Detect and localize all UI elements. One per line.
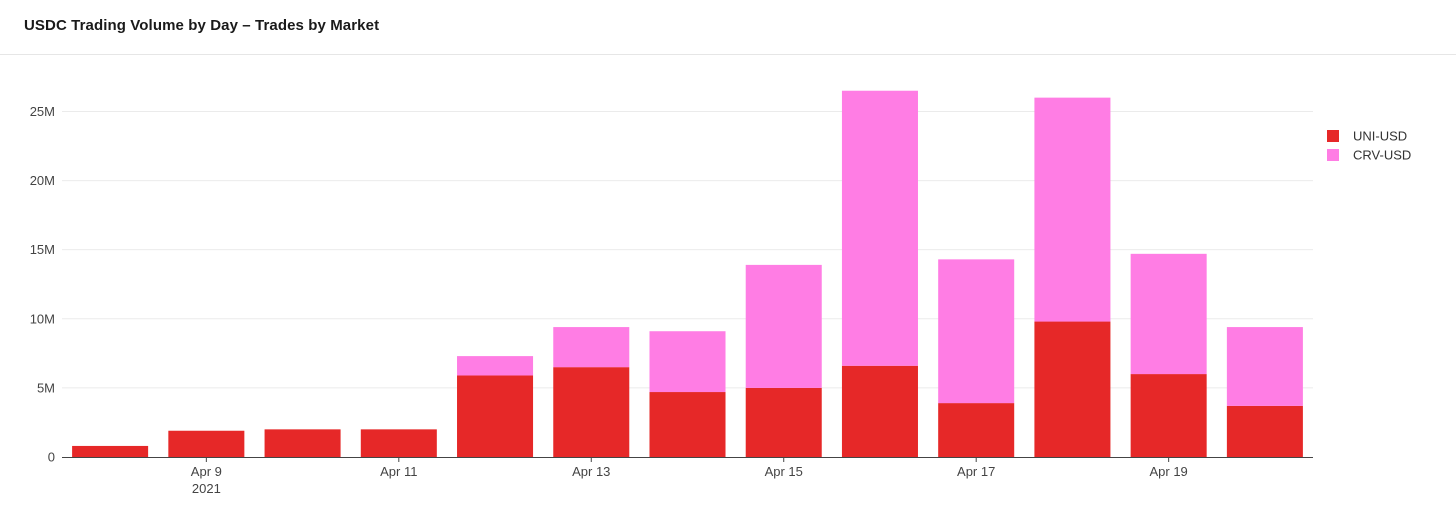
x-tick-sublabel: 2021 (192, 481, 221, 496)
bar-crv-usd[interactable] (1226, 327, 1303, 406)
chart-header: USDC Trading Volume by Day – Trades by M… (0, 0, 1456, 55)
legend-label-uni-usd[interactable]: UNI-USD (1353, 129, 1407, 144)
bar-uni-usd[interactable] (168, 430, 245, 457)
chart-title: USDC Trading Volume by Day – Trades by M… (24, 17, 380, 34)
bar-uni-usd[interactable] (1130, 374, 1207, 457)
bar-uni-usd[interactable] (745, 387, 822, 457)
bar-uni-usd[interactable] (841, 365, 918, 457)
x-tick-label: Apr 13 (572, 464, 610, 479)
legend-label-crv-usd[interactable]: CRV-USD (1353, 148, 1411, 163)
bar-crv-usd[interactable] (1034, 97, 1111, 322)
x-tick-label: Apr 15 (765, 464, 803, 479)
legend-swatch-uni-usd[interactable] (1327, 130, 1339, 142)
y-tick-label: 0 (48, 450, 55, 465)
bar-uni-usd[interactable] (1034, 321, 1111, 457)
bar-crv-usd[interactable] (553, 327, 630, 368)
y-tick-label: 5M (37, 380, 55, 395)
x-tick-label: Apr 11 (380, 464, 417, 479)
bar-crv-usd[interactable] (841, 90, 918, 366)
bar-crv-usd[interactable] (745, 264, 822, 388)
x-tick-label: Apr 9 (191, 464, 222, 479)
bar-crv-usd[interactable] (457, 356, 534, 376)
bars (72, 90, 1303, 457)
x-tick-label: Apr 17 (957, 464, 995, 479)
bar-uni-usd[interactable] (938, 403, 1015, 457)
bar-uni-usd[interactable] (72, 445, 149, 457)
axes: 0 5M 10M 15M 20M 25M Apr 9 2021 Apr 11 Apr 13 Apr … (30, 104, 1313, 496)
bar-uni-usd[interactable] (553, 367, 630, 457)
bar-uni-usd[interactable] (1226, 405, 1303, 457)
y-tick-label: 15M (30, 242, 55, 257)
bar-uni-usd[interactable] (360, 429, 437, 457)
y-tick-label: 10M (30, 311, 55, 326)
legend-swatch-crv-usd[interactable] (1327, 149, 1339, 161)
bar-crv-usd[interactable] (938, 259, 1015, 404)
bar-crv-usd[interactable] (649, 331, 726, 393)
bar-uni-usd[interactable] (264, 429, 341, 457)
y-tick-label: 25M (30, 104, 55, 119)
y-tick-label: 20M (30, 173, 55, 188)
bar-uni-usd[interactable] (649, 392, 726, 457)
bar-uni-usd[interactable] (457, 375, 534, 457)
bar-crv-usd[interactable] (1130, 253, 1207, 375)
x-tick-label: Apr 19 (1149, 464, 1187, 479)
legend[interactable]: UNI-USD CRV-USD (1327, 129, 1411, 163)
